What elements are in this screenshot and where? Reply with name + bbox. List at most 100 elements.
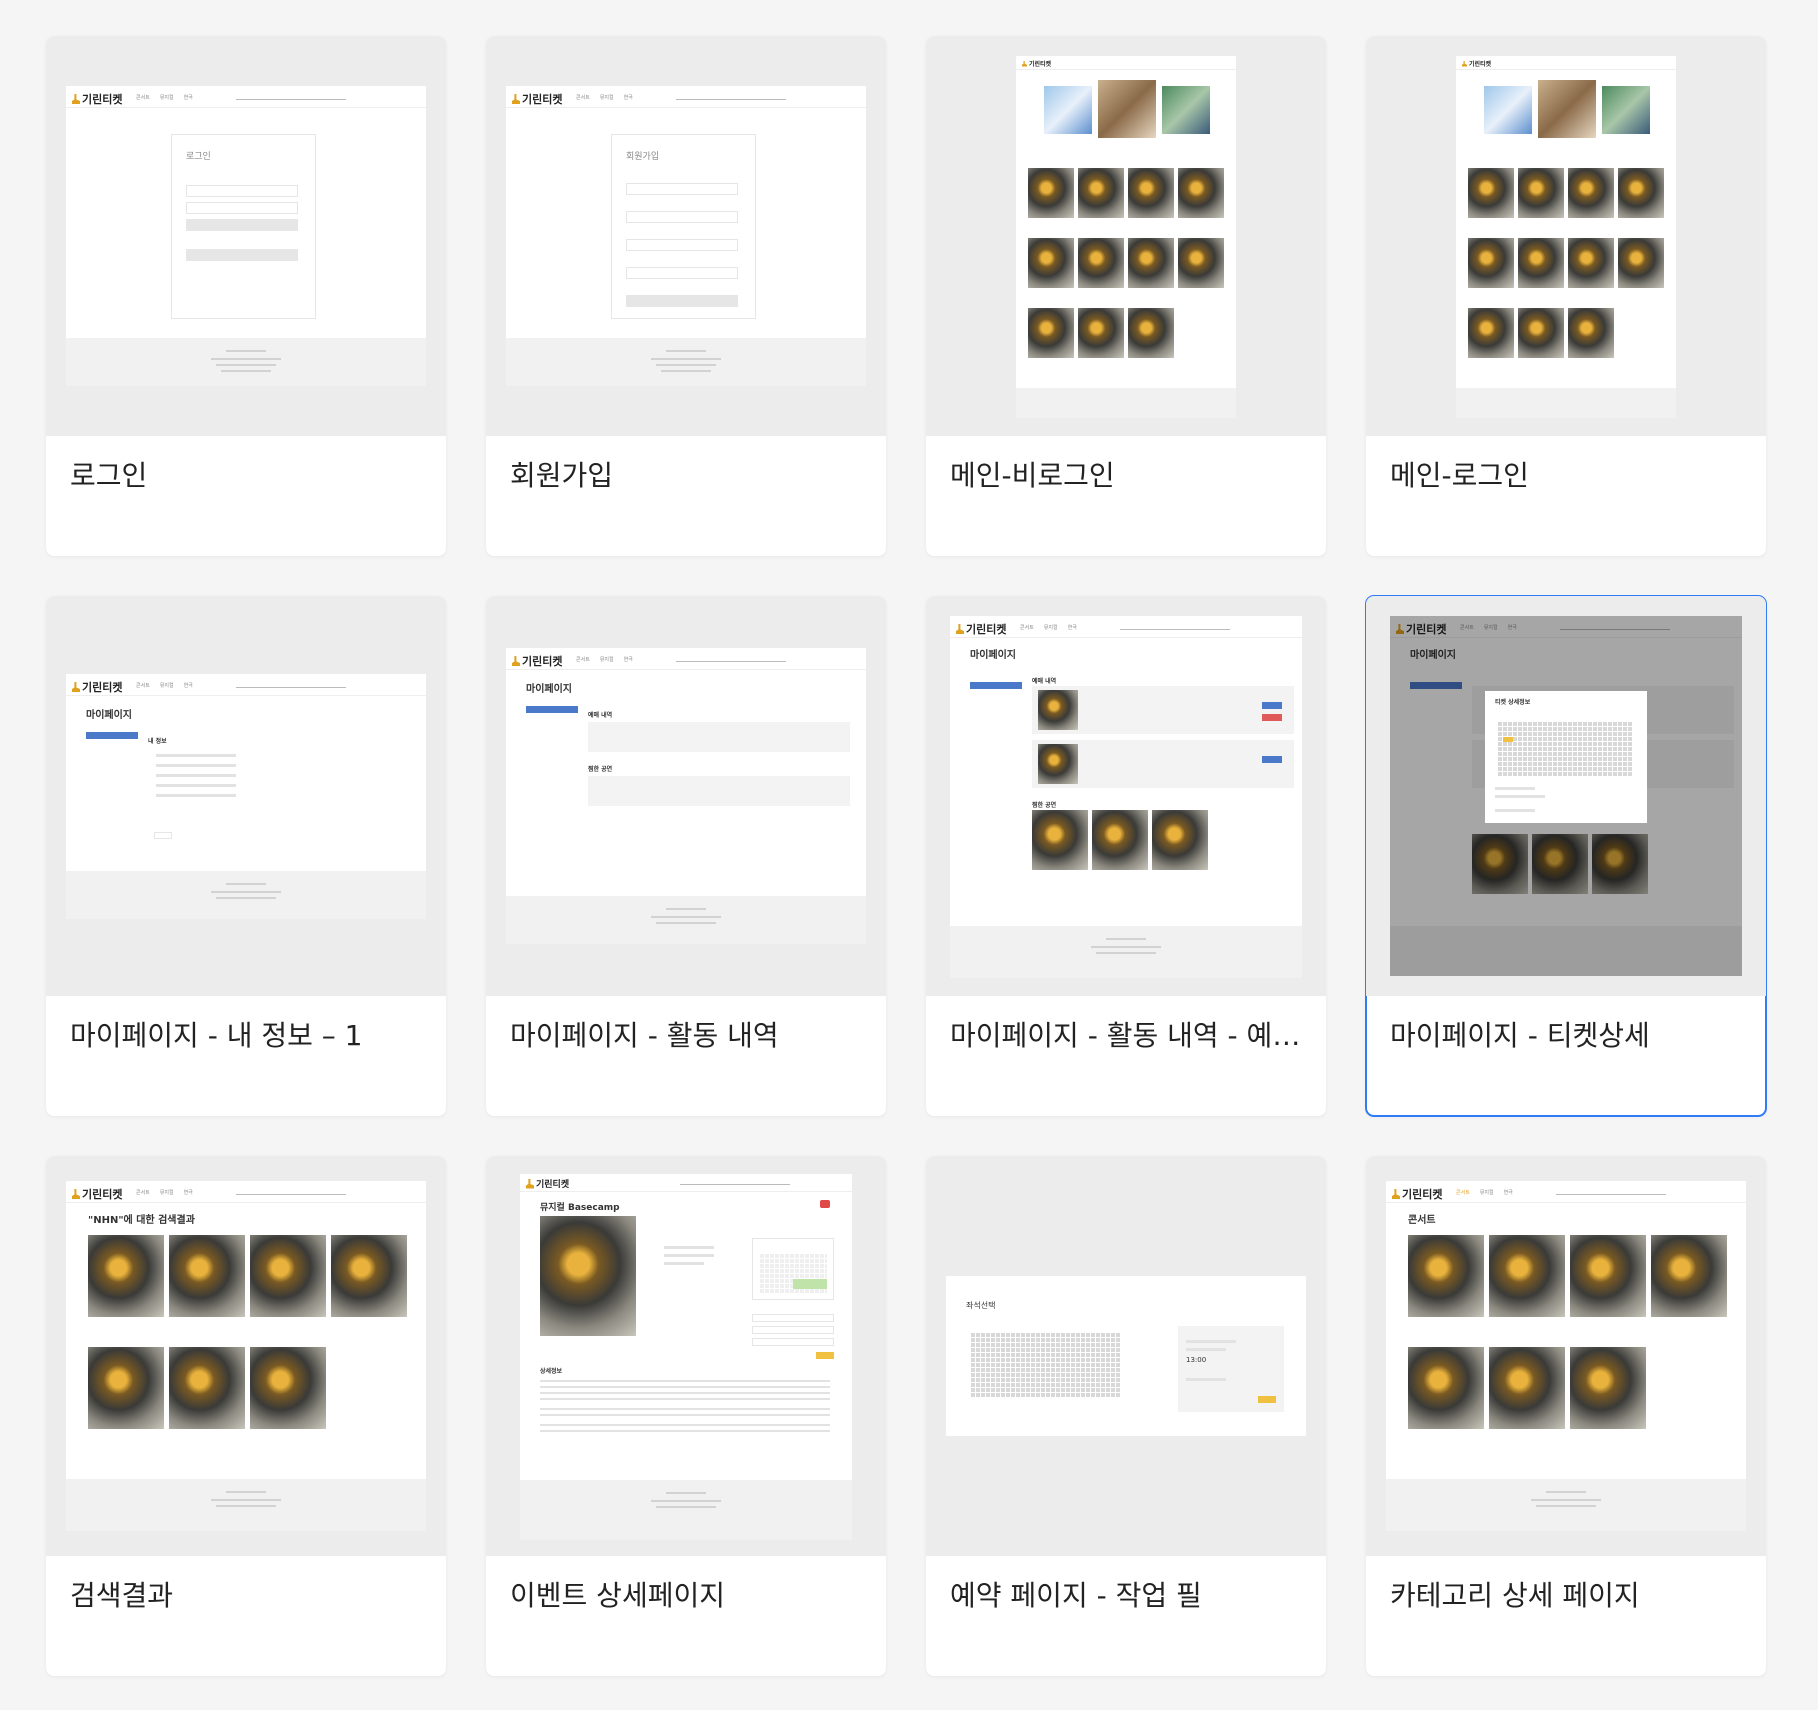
event-poster-image [540, 1216, 636, 1336]
heart-icon [820, 1200, 830, 1208]
frame-thumbnail: 기린티켓 콘서트 뮤지컬 연극 회원가입 [486, 36, 886, 436]
wireframe-placeholder [540, 1414, 830, 1416]
frame-card-category-detail[interactable]: 기린티켓 콘서트 뮤지컬 연극 콘서트 카테고리 상세 페이지 [1366, 1156, 1766, 1676]
nav-item: 콘서트 [576, 95, 590, 101]
frame-card-mypage-activity[interactable]: 기린티켓 콘서트 뮤지컬 연극 마이페이지 예매 내역 찜한 공연 마이페이지 - … [486, 596, 886, 1116]
nav-item: 연극 [183, 95, 193, 101]
wireframe-placeholder [226, 350, 266, 352]
calendar [752, 1238, 834, 1300]
liked-shows-heading: 찜한 공연 [588, 766, 613, 773]
wireframe-placeholder [1096, 952, 1156, 954]
event-poster-image [1518, 238, 1564, 288]
mini-page: 기린티켓 [1456, 56, 1676, 418]
detail-info-heading: 상세정보 [540, 1368, 563, 1375]
frame-card-main-member[interactable]: 기린티켓 메인-로그인 [1366, 36, 1766, 556]
selected-seat [1503, 737, 1513, 742]
frame-thumbnail: 기린티켓 [926, 36, 1326, 436]
event-poster-image [1468, 308, 1514, 358]
giraffe-logo-icon [72, 94, 80, 104]
input-field [626, 211, 738, 223]
frame-title: 회원가입 [510, 459, 614, 492]
nav-item: 뮤지컬 [159, 683, 174, 689]
mini-page: 기린티켓 콘서트 뮤지컬 연극 회원가입 [506, 86, 866, 386]
event-poster-image [1128, 308, 1174, 358]
wireframe-placeholder [666, 350, 706, 352]
event-poster-image [1618, 168, 1664, 218]
frame-card-reservation[interactable]: 좌석선택 13:00 예약 페이지 - 작업 필 [926, 1156, 1326, 1676]
wireframe-placeholder [226, 1491, 266, 1493]
nav-item: 뮤지컬 [1479, 1190, 1494, 1196]
frame-card-main-guest[interactable]: 기린티켓 메인-비로그인 [926, 36, 1326, 556]
wireframe-placeholder [1262, 756, 1282, 763]
nav-item: 연극 [1507, 625, 1517, 631]
seat-map [970, 1332, 1120, 1398]
giraffe-logo-icon [526, 1178, 534, 1189]
login-box: 로그인 [171, 134, 316, 319]
nav-item: 연극 [1067, 625, 1077, 631]
frame-card-event-detail[interactable]: 기린티켓 뮤지컬 Basecamp 상세정보 [486, 1156, 886, 1676]
nav-item: 콘서트 [1460, 625, 1474, 631]
book-button [816, 1352, 834, 1359]
save-button [154, 832, 172, 839]
event-poster-image [1038, 744, 1078, 784]
giraffe-logo-icon [72, 1189, 80, 1199]
mini-page: 기린티켓 콘서트 뮤지컬 연극 로그인 [66, 86, 426, 386]
wireframe-placeholder [540, 1408, 830, 1410]
wireframe-placeholder [211, 891, 281, 893]
signup-title: 회원가입 [626, 152, 660, 162]
mini-footer [520, 1480, 852, 1540]
search-underline [676, 99, 786, 100]
side-menu-active [526, 706, 578, 713]
frame-card-mypage-info[interactable]: 기린티켓 콘서트 뮤지컬 연극 마이페이지 내 정보 마이페이지 - 내 정보 – … [46, 596, 446, 1116]
frame-grid: 기린티켓 콘서트 뮤지컬 연극 로그인 로그인 기린티켓 콘서트 뮤지컬 연극 [46, 36, 1767, 1676]
category-title: 콘서트 [1408, 1215, 1436, 1226]
search-underline [1560, 629, 1670, 630]
side-menu-active [970, 682, 1022, 689]
frame-card-signup[interactable]: 기린티켓 콘서트 뮤지컬 연극 회원가입 회원가입 [486, 36, 886, 556]
wireframe-placeholder [156, 754, 236, 757]
event-poster-image [1152, 810, 1208, 870]
wireframe-placeholder [1186, 1378, 1226, 1381]
frame-thumbnail: 기린티켓 콘서트 뮤지컬 연극 마이페이지 티켓 상세정보 [1366, 596, 1766, 996]
logo-text: 기린티켓 [82, 93, 123, 106]
mini-footer [506, 896, 866, 944]
wireframe-placeholder [1546, 1491, 1586, 1493]
frame-card-mypage-ticket-detail[interactable]: 기린티켓 콘서트 뮤지컬 연극 마이페이지 티켓 상세정보 [1365, 595, 1767, 1117]
wireframe-placeholder [540, 1424, 830, 1426]
event-poster-image [331, 1235, 407, 1317]
frame-card-mypage-activity-booking[interactable]: 기린티켓 콘서트 뮤지컬 연극 마이페이지 예매 내역 찜한 공연 [926, 596, 1326, 1116]
nav-item: 연극 [183, 1190, 193, 1196]
mini-page: 기린티켓 콘서트 뮤지컬 연극 마이페이지 내 정보 [66, 674, 426, 919]
nav-item: 연극 [623, 95, 633, 101]
wireframe-placeholder [664, 1246, 714, 1249]
search-underline [1120, 629, 1230, 630]
mini-footer [66, 871, 426, 919]
frame-thumbnail: 기린티켓 뮤지컬 Basecamp 상세정보 [486, 1156, 886, 1556]
wireframe-placeholder [216, 364, 276, 366]
payco-login-button [186, 249, 298, 261]
wireframe-placeholder [226, 883, 266, 885]
search-underline [680, 1184, 790, 1185]
event-poster-image [1178, 238, 1224, 288]
wireframe-placeholder [752, 1314, 834, 1322]
wireframe-placeholder [664, 1254, 714, 1257]
mini-footer [1386, 1479, 1746, 1531]
frame-card-search-result[interactable]: 기린티켓 콘서트 뮤지컬 연극 "NHN"에 대한 검색결과 검색결과 [46, 1156, 446, 1676]
wireframe-placeholder [1262, 714, 1282, 721]
mini-page: 기린티켓 콘서트 뮤지컬 연극 콘서트 [1386, 1181, 1746, 1531]
logo-text: 기린티켓 [1469, 61, 1492, 68]
frame-card-login[interactable]: 기린티켓 콘서트 뮤지컬 연극 로그인 로그인 [46, 36, 446, 556]
search-underline [676, 661, 786, 662]
wireframe-placeholder [651, 916, 721, 918]
giraffe-logo-icon [1022, 60, 1027, 67]
mini-footer [1456, 388, 1676, 418]
event-poster-image [1489, 1347, 1565, 1429]
wireframe-placeholder [1495, 809, 1535, 812]
mini-page: 기린티켓 콘서트 뮤지컬 연극 마이페이지 티켓 상세정보 [1390, 616, 1742, 976]
wireframe-placeholder [211, 1499, 281, 1501]
giraffe-logo-icon [72, 682, 80, 692]
nav-item: 연극 [183, 683, 193, 689]
event-poster-image [1078, 238, 1124, 288]
mini-footer [66, 338, 426, 386]
nav-item: 연극 [623, 657, 633, 663]
